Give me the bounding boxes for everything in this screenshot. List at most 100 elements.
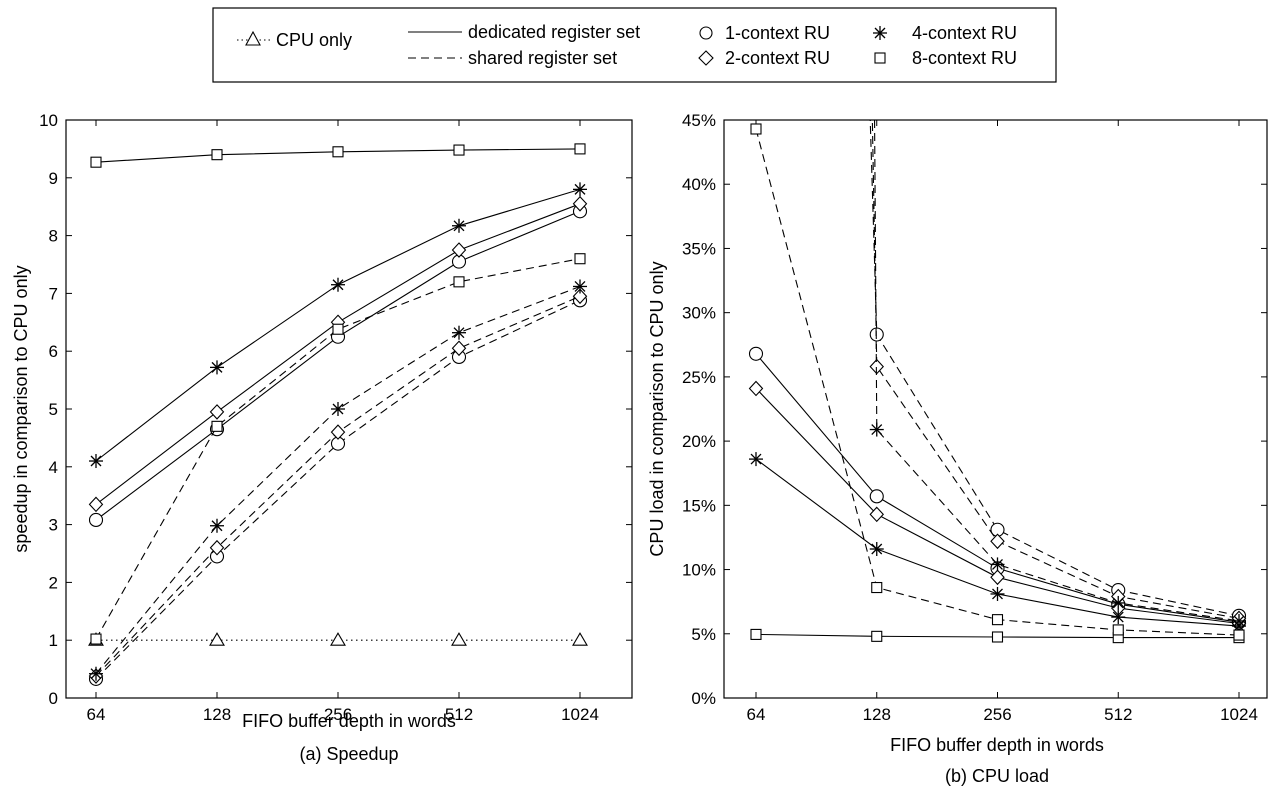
- speedup-diamond-point: [330, 424, 346, 440]
- speedup-y-tick-label: 5: [49, 400, 58, 419]
- speedup-y-tick-label: 3: [49, 516, 58, 535]
- cpu-load-star-point: [1111, 595, 1126, 610]
- speedup-x-tick-label: 64: [87, 705, 106, 724]
- cpu-load-series-line: [874, 120, 1240, 622]
- cpu-load-y-tick-label: 20%: [682, 432, 716, 451]
- cpu-load-square-point: [991, 631, 1004, 643]
- speedup-y-tick-label: 1: [49, 631, 58, 650]
- speedup-star-point: [573, 279, 587, 294]
- cpu-load-star-point: [869, 542, 884, 557]
- speedup-y-tick-label: 0: [49, 689, 58, 708]
- legend-entry-1-context: 1-context RU: [699, 23, 830, 43]
- cpu-load-series-4: [869, 120, 1247, 623]
- speedup-y-axis: 0 1 2 3 4 5 6 7 8 9 10: [39, 111, 632, 708]
- speedup-series-line: [95, 258, 581, 640]
- speedup-square-point: [453, 276, 465, 288]
- speedup-diamond-point: [209, 404, 225, 420]
- speedup-star-point: [210, 360, 224, 375]
- cpu-load-y-tick-label: 40%: [682, 175, 716, 194]
- speedup-series-2: [88, 196, 588, 513]
- cpu-load-y-tick-label: 10%: [682, 561, 716, 580]
- speedup-series-line: [95, 299, 581, 680]
- speedup-star-point: [452, 325, 466, 340]
- speedup-series-line: [95, 203, 581, 505]
- cpu-load-diamond-point: [990, 569, 1005, 586]
- cpu-load-y-tick-label: 45%: [682, 111, 716, 130]
- speedup-caption: (a) Speedup: [299, 744, 398, 764]
- cpu-load-square-point: [871, 630, 883, 642]
- cpu-load-x-tick-label: 256: [983, 705, 1011, 724]
- speedup-diamond-point: [451, 340, 467, 357]
- cpu-load-x-axis-label: FIFO buffer depth in words: [890, 735, 1104, 755]
- cpu-load-y-axis-label: CPU load in comparison to CPU only: [647, 261, 667, 556]
- speedup-y-tick-label: 6: [49, 342, 58, 361]
- speedup-triangle-point: [209, 632, 225, 646]
- legend-entry-dedicated: dedicated register set: [408, 22, 640, 42]
- cpu-load-square-point: [991, 614, 1004, 626]
- legend-label-2-context: 2-context RU: [725, 48, 830, 68]
- star-marker: [873, 26, 887, 40]
- speedup-star-point: [331, 402, 345, 416]
- legend-label-shared: shared register set: [468, 48, 617, 68]
- square-marker: [874, 52, 886, 64]
- speedup-square-point: [211, 149, 223, 161]
- cpu-load-series-7: [750, 123, 1245, 641]
- speedup-x-axis: 64 128 256 512 1024: [87, 120, 599, 724]
- legend-entry-cpu-only: CPU only: [237, 30, 352, 50]
- cpu-load-square-point: [750, 628, 762, 640]
- cpu-load-star-point: [869, 422, 884, 437]
- speedup-y-tick-label: 10: [39, 111, 58, 130]
- cpu-load-chart: 0% 5% 10% 15% 20% 25% 30% 35% 40% 45% 64 128 256 512…: [647, 111, 1268, 786]
- cpu-load-series-0: [748, 346, 1247, 630]
- cpu-load-caption: (b) CPU load: [945, 766, 1049, 786]
- speedup-star-point: [452, 218, 466, 233]
- cpu-load-y-tick-label: 0%: [691, 689, 716, 708]
- cpu-load-series-3: [750, 628, 1245, 644]
- speedup-x-tick-label: 128: [203, 705, 231, 724]
- speedup-y-axis-label: speedup in comparison to CPU only: [11, 265, 31, 552]
- cpu-load-star-point: [1232, 613, 1246, 628]
- diamond-marker: [698, 50, 714, 66]
- cpu-load-y-tick-label: 30%: [682, 304, 716, 323]
- speedup-x-tick-label: 256: [324, 705, 352, 724]
- cpu-load-plot-frame: [723, 119, 1268, 699]
- cpu-load-square-point: [871, 581, 883, 594]
- legend-entry-2-context: 2-context RU: [698, 48, 830, 68]
- speedup-triangle-point: [572, 632, 588, 646]
- speedup-square-point: [574, 253, 586, 265]
- cpu-load-x-tick-label: 512: [1104, 705, 1132, 724]
- speedup-diamond-point: [209, 539, 225, 556]
- speedup-series-3: [89, 182, 587, 469]
- speedup-series-6: [88, 288, 588, 684]
- cpu-load-x-tick-label: 64: [747, 705, 766, 724]
- speedup-star-point: [573, 182, 587, 197]
- speedup-y-tick-label: 2: [49, 573, 58, 592]
- speedup-diamond-point: [88, 496, 104, 513]
- speedup-square-point: [332, 323, 344, 335]
- legend-label-8-context: 8-context RU: [912, 48, 1017, 68]
- speedup-y-tick-label: 8: [49, 227, 58, 246]
- speedup-x-tick-label: 512: [445, 705, 473, 724]
- speedup-star-point: [89, 666, 103, 681]
- speedup-series-8: [90, 253, 586, 645]
- speedup-chart: 0 1 2 3 4 5 6 7 8 9 10 64 128 256 512 1024 FIFO buffer…: [11, 111, 633, 764]
- legend-label-dedicated: dedicated register set: [468, 22, 640, 42]
- cpu-load-y-tick-label: 15%: [682, 496, 716, 515]
- cpu-load-diamond-point: [748, 380, 764, 397]
- cpu-load-y-axis: 0% 5% 10% 15% 20% 25% 30% 35% 40% 45%: [682, 111, 1267, 708]
- cpu-load-circle-point: [869, 489, 884, 504]
- legend-box: [212, 7, 1057, 83]
- cpu-load-square-point: [1112, 624, 1124, 636]
- cpu-load-series-6: [869, 120, 1246, 628]
- speedup-triangle-point: [451, 632, 467, 646]
- speedup-circle-point: [88, 512, 104, 528]
- speedup-series-line: [95, 285, 581, 675]
- cpu-load-star-point: [749, 452, 763, 467]
- speedup-plot-frame: [65, 119, 633, 699]
- legend-label-4-context: 4-context RU: [912, 23, 1017, 43]
- speedup-square-point: [453, 144, 465, 156]
- speedup-diamond-point: [451, 242, 467, 258]
- cpu-load-series-line: [871, 120, 1240, 619]
- cpu-load-series-1: [748, 380, 1247, 632]
